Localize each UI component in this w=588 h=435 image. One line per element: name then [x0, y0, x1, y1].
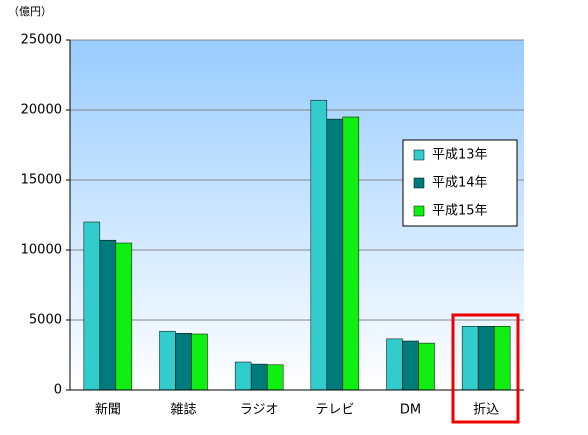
- legend-swatch: [413, 177, 425, 189]
- bar: [402, 340, 419, 391]
- legend-label: 平成13年: [432, 148, 488, 163]
- bar: [266, 364, 284, 391]
- bar: [159, 330, 176, 391]
- x-tick-label: 新聞: [95, 402, 121, 418]
- y-tick-label: 5000: [29, 313, 62, 328]
- y-tick-label: 25000: [21, 33, 62, 48]
- y-tick-label: 10000: [21, 243, 62, 258]
- x-tick-label: テレビ: [315, 403, 354, 418]
- bar: [418, 342, 435, 391]
- x-tick-label: 折込: [473, 403, 499, 418]
- bar: [234, 361, 252, 391]
- legend-swatch: [413, 205, 425, 217]
- bar: [493, 326, 511, 391]
- legend-swatch: [413, 149, 425, 161]
- bar: [326, 118, 344, 391]
- bar: [175, 333, 192, 391]
- bar: [386, 338, 403, 391]
- x-tick-label: DM: [400, 403, 421, 418]
- legend-label: 平成15年: [432, 204, 488, 219]
- y-axis-label: （億円）: [8, 5, 52, 18]
- bar: [99, 239, 117, 391]
- bar: [83, 221, 101, 391]
- bar: [461, 326, 479, 391]
- bar: [310, 99, 328, 391]
- x-tick-label: 雑誌: [170, 402, 196, 418]
- y-tick-label: 15000: [21, 173, 62, 188]
- bar: [115, 242, 133, 391]
- bar: [477, 326, 495, 391]
- bar: [250, 363, 268, 391]
- x-tick-label: ラジオ: [240, 403, 279, 418]
- bar: [191, 333, 208, 391]
- y-tick-label: 20000: [21, 103, 62, 118]
- legend-label: 平成14年: [432, 176, 488, 191]
- y-tick-label: 0: [54, 383, 62, 398]
- bar: [342, 116, 360, 391]
- highlight-box: [451, 313, 520, 424]
